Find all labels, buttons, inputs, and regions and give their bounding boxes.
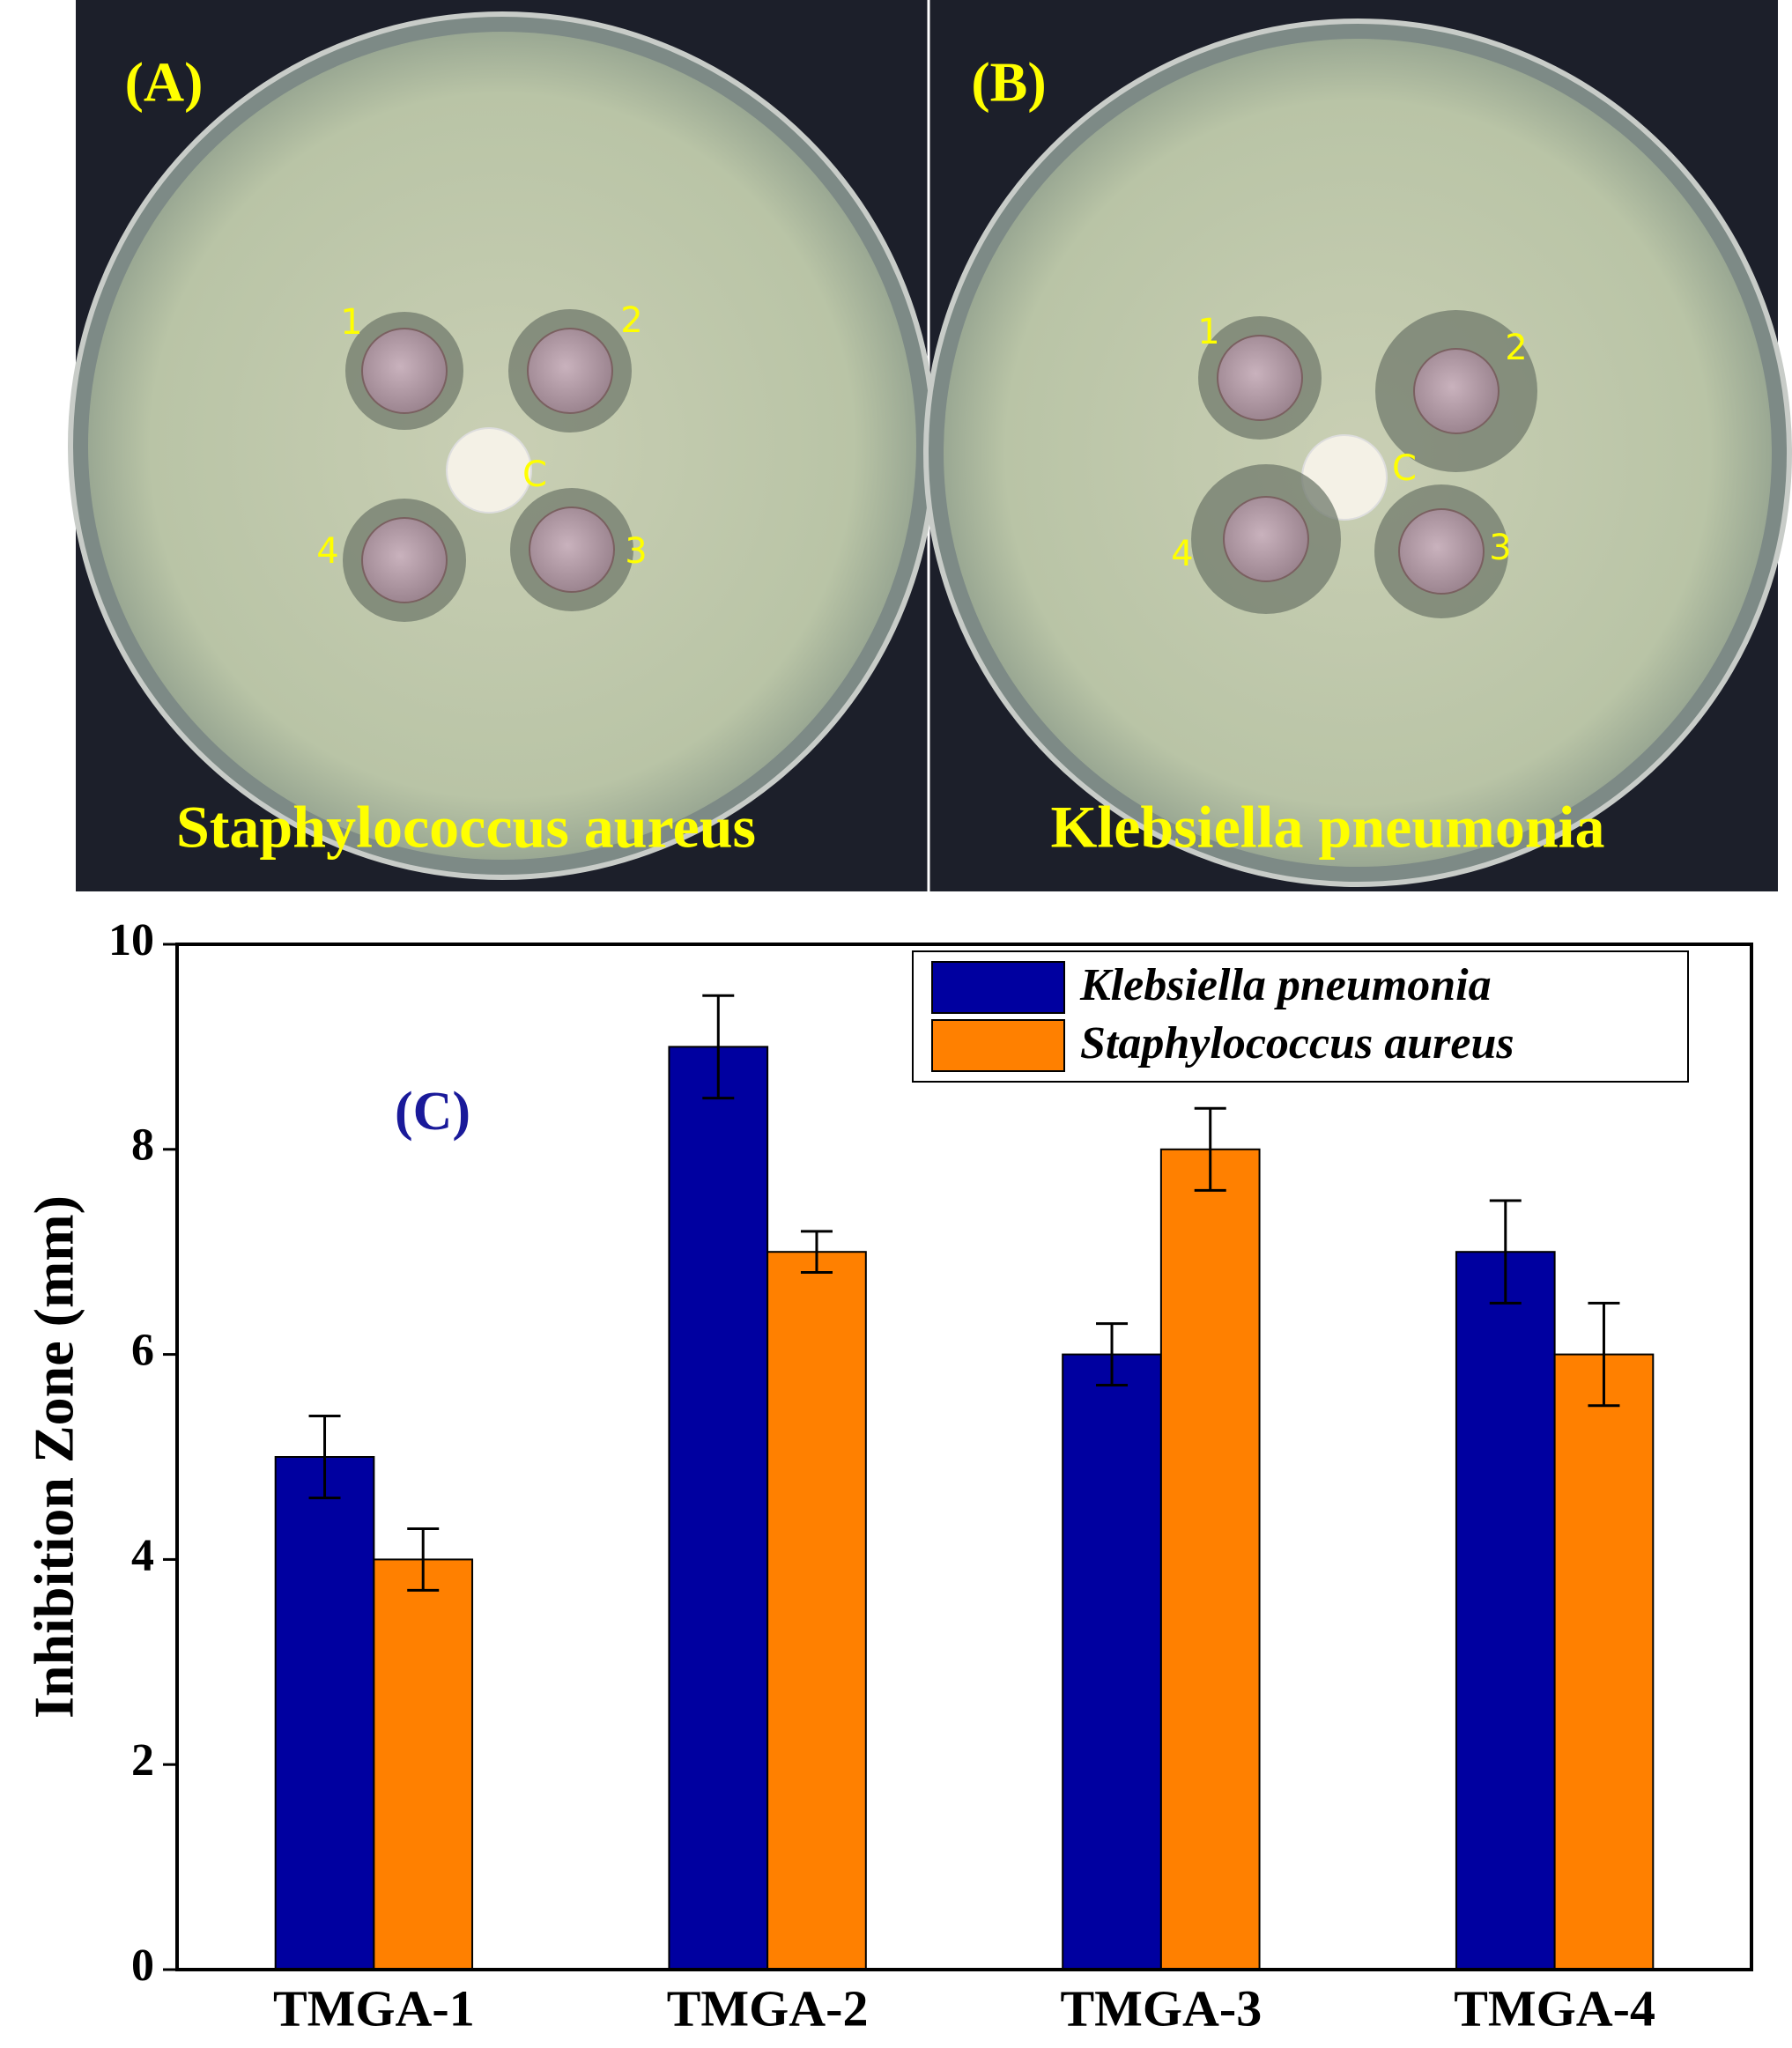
y-tick-label: 2 <box>131 1735 154 1786</box>
disc <box>361 328 448 414</box>
panel-label: (B) <box>971 51 1046 114</box>
bar-chart: 0 2 4 6 8 10 Inhibition Zone (mm) TMGA-1 TMGA-2 T… <box>23 915 1753 2037</box>
error-bar <box>800 1230 833 1274</box>
x-tick-label: TMGA-2 <box>667 1979 869 2037</box>
disc <box>1413 348 1500 434</box>
disc-label: C <box>522 455 547 495</box>
disc <box>1398 508 1485 595</box>
x-tick-label: TMGA-3 <box>1061 1979 1263 2037</box>
bar <box>1455 1251 1556 1970</box>
error-bar <box>1489 1199 1522 1305</box>
panel-label: (A) <box>125 51 204 114</box>
error-bar <box>407 1527 440 1592</box>
x-tick-label: TMGA-1 <box>273 1979 475 2037</box>
annotation: (C) <box>395 1082 470 1142</box>
disc-label: 4 <box>1171 534 1193 574</box>
y-tick-label: 10 <box>108 915 154 965</box>
disc-label: 1 <box>1197 312 1219 352</box>
disc <box>1223 496 1309 582</box>
disc <box>1217 335 1303 421</box>
disc-label: 3 <box>625 531 647 572</box>
photo-panels: 1 2 C 4 3 (A) Staphylococcus aureus 1 2 C 4 3 (B) Kle… <box>68 11 1792 887</box>
disc-label: 2 <box>1505 328 1527 368</box>
y-tick-label: 6 <box>131 1326 154 1376</box>
legend-swatch <box>931 1019 1065 1072</box>
disc-label: 3 <box>1489 528 1511 568</box>
plot-frame <box>175 943 1753 1971</box>
error-bar <box>308 1414 341 1500</box>
error-bar <box>1194 1106 1226 1192</box>
legend-label: Klebsiella pneumonia <box>1079 960 1492 1010</box>
bar <box>1553 1353 1655 1970</box>
y-tick-label: 0 <box>131 1941 154 1991</box>
disc <box>529 506 615 593</box>
disc-label: C <box>1392 448 1417 489</box>
disc-label: 1 <box>340 302 362 343</box>
bar <box>274 1456 375 1970</box>
bar <box>766 1251 867 1970</box>
error-bar <box>702 994 735 1100</box>
y-axis-label: Inhibition Zone (mm) <box>23 1195 85 1719</box>
disc-label: 2 <box>620 300 642 341</box>
y-tick-label: 8 <box>131 1120 154 1171</box>
panel-caption: Staphylococcus aureus <box>176 794 756 861</box>
disc <box>527 328 613 414</box>
bar <box>1159 1148 1261 1971</box>
bar <box>668 1046 769 1970</box>
bar <box>1062 1353 1162 1970</box>
legend-label: Staphylococcus aureus <box>1080 1018 1514 1068</box>
disc <box>446 427 532 514</box>
bar <box>373 1558 474 1971</box>
legend-swatch <box>931 961 1065 1014</box>
y-tick-label: 4 <box>131 1530 154 1580</box>
error-bar <box>1588 1301 1620 1408</box>
panel-caption: Klebsiella pneumonia <box>1050 794 1604 861</box>
x-tick-label: TMGA-4 <box>1454 1979 1655 2037</box>
disc <box>361 517 448 603</box>
error-bar <box>1096 1322 1129 1387</box>
disc-label: 4 <box>316 531 338 572</box>
